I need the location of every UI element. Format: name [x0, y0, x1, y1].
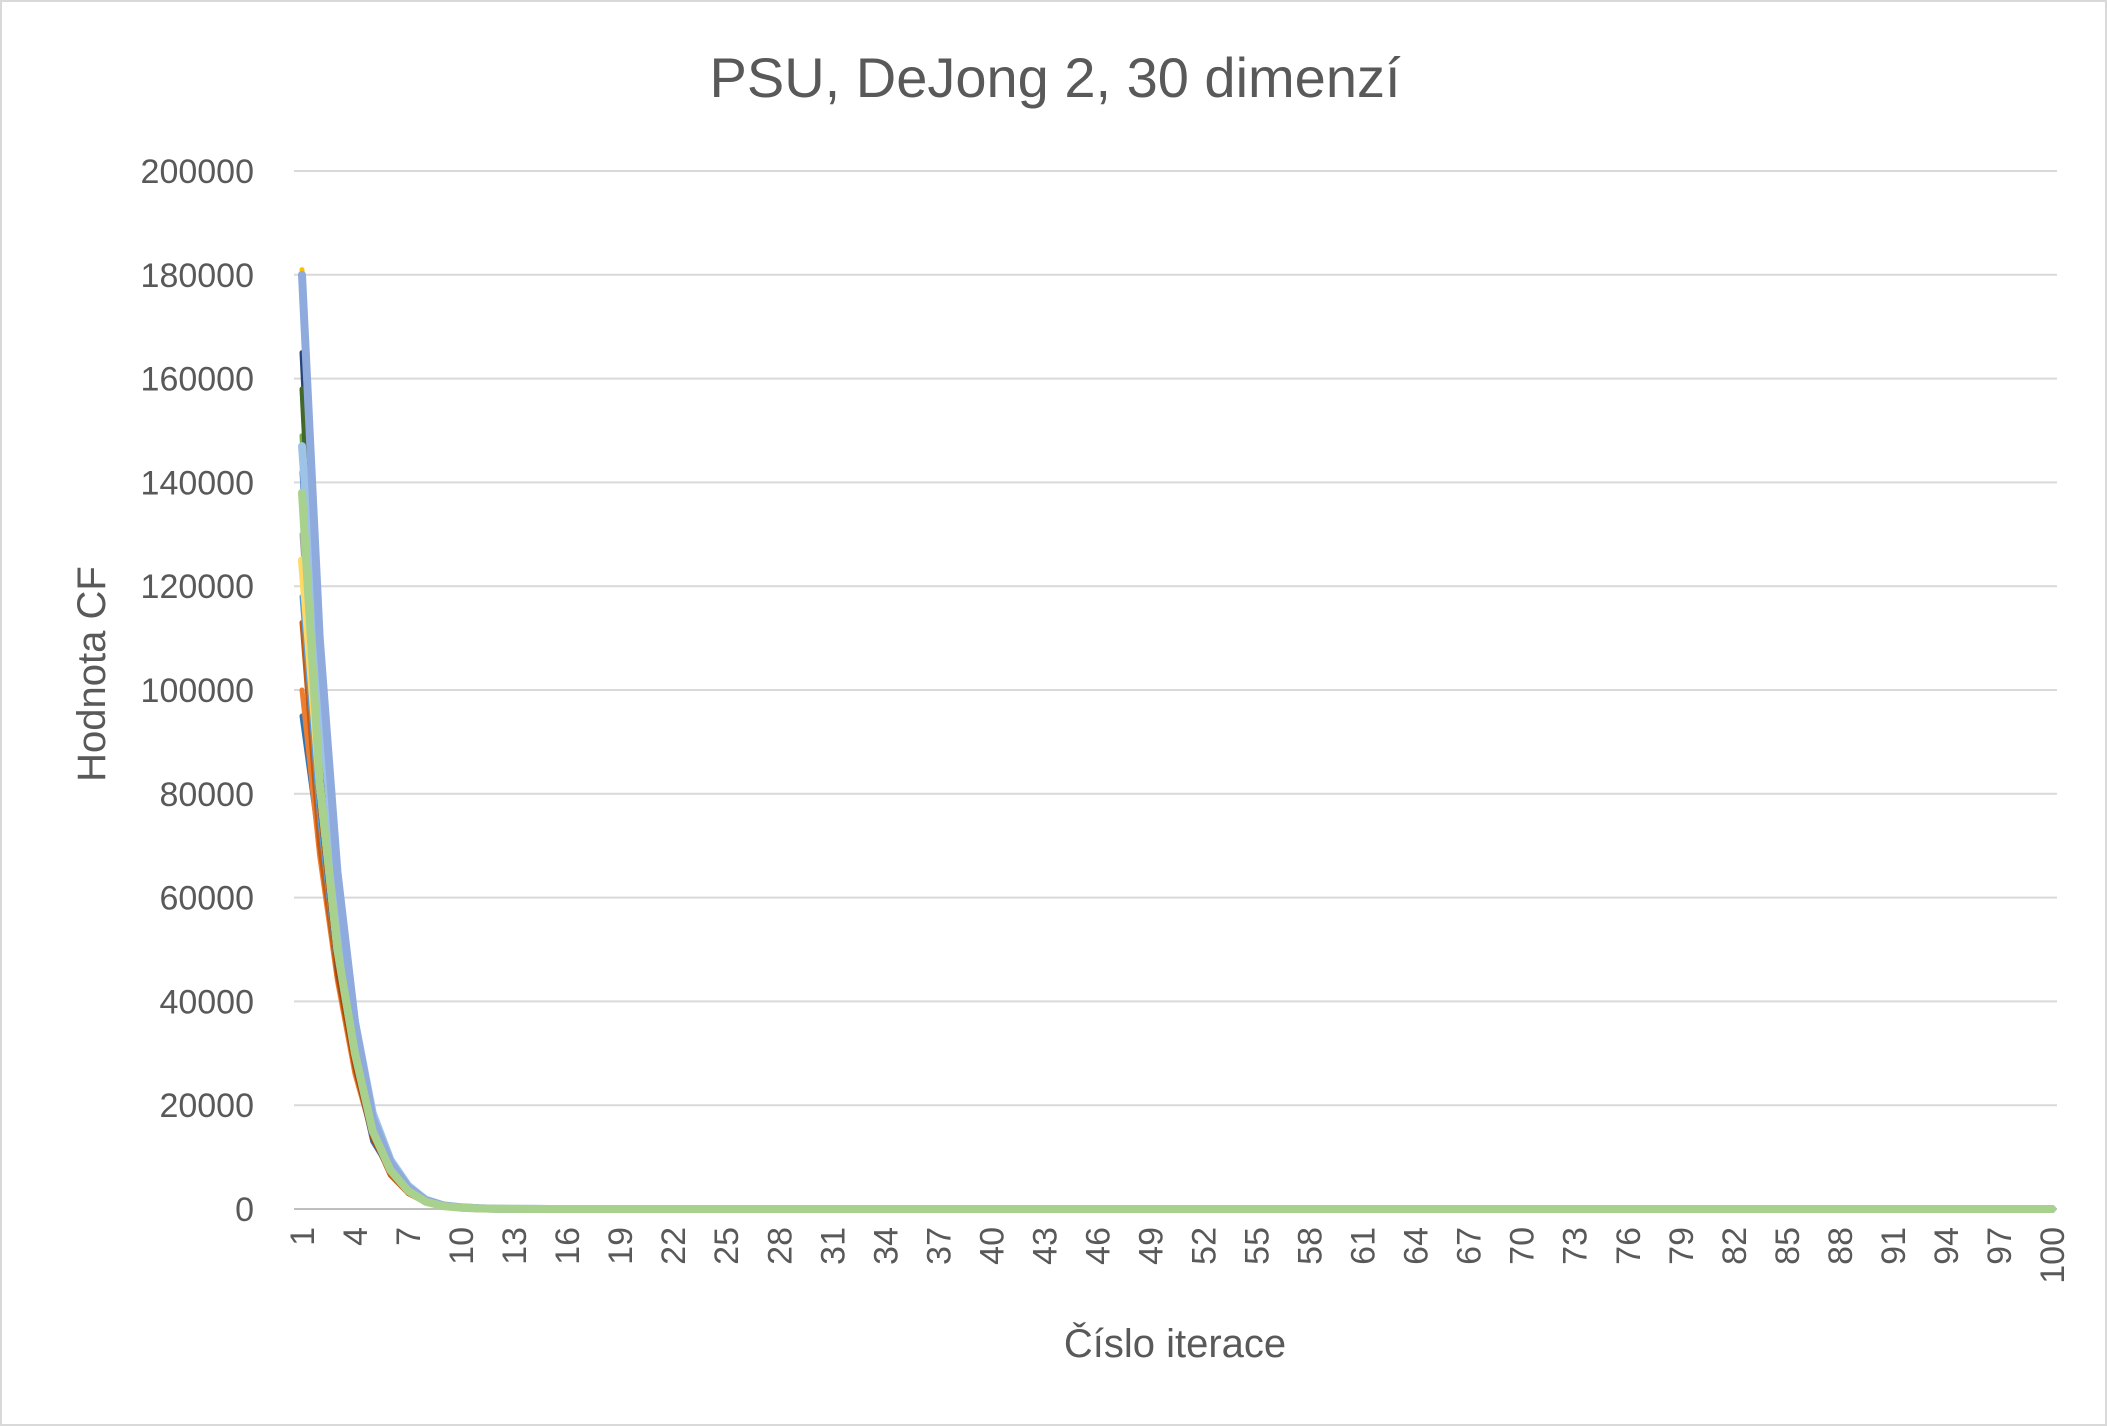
y-tick-label: 100000	[141, 672, 254, 710]
gridlines	[294, 170, 2057, 1210]
series-line	[299, 620, 2055, 1212]
x-tick-label: 4	[337, 1227, 375, 1246]
x-tick-label: 88	[1822, 1227, 1860, 1265]
y-tick-label: 20000	[159, 1087, 254, 1125]
x-tick-label: 49	[1132, 1227, 1170, 1265]
x-tick-label: 70	[1504, 1227, 1542, 1265]
x-tick-label: 91	[1875, 1227, 1913, 1265]
x-tick-label: 76	[1610, 1227, 1648, 1265]
x-tick-label: 13	[496, 1227, 534, 1265]
series-line	[299, 267, 2055, 1212]
y-tick-label: 40000	[159, 983, 254, 1021]
x-tick-label: 79	[1663, 1227, 1701, 1265]
series-line	[299, 469, 2055, 1212]
x-tick-label: 37	[920, 1227, 958, 1265]
series-line	[298, 488, 2056, 1213]
x-tick-label: 100	[2034, 1227, 2072, 1284]
y-tick-label: 60000	[159, 880, 254, 918]
series-lines	[298, 267, 2056, 1213]
x-tick-label: 34	[867, 1227, 905, 1265]
y-axis-tick-labels: 0 20000 40000 60000 80000 100000 120000 140000 1…	[141, 153, 254, 1229]
series-line	[299, 433, 2055, 1212]
x-tick-label: 67	[1451, 1227, 1489, 1265]
y-tick-label: 0	[235, 1191, 254, 1229]
y-axis-title: Hodnota CF	[70, 566, 114, 782]
x-tick-label: 73	[1557, 1227, 1595, 1265]
y-tick-label: 120000	[141, 568, 254, 606]
x-tick-label: 58	[1292, 1227, 1330, 1265]
x-tick-label: 43	[1026, 1227, 1064, 1265]
x-axis-title: Číslo iterace	[1064, 1321, 1286, 1366]
chart-title: PSU, DeJong 2, 30 dimenzí	[709, 46, 1400, 109]
y-tick-label: 80000	[159, 776, 254, 814]
x-tick-label: 16	[549, 1227, 587, 1265]
x-tick-label: 82	[1716, 1227, 1754, 1265]
x-tick-label: 46	[1079, 1227, 1117, 1265]
series-line	[299, 350, 2055, 1212]
series-line	[299, 386, 2055, 1212]
x-tick-label: 97	[1981, 1227, 2019, 1265]
series-line	[299, 531, 2055, 1212]
x-tick-label: 25	[708, 1227, 746, 1265]
y-tick-label: 160000	[141, 361, 254, 399]
series-line	[298, 270, 2056, 1213]
x-tick-label: 55	[1239, 1227, 1277, 1265]
series-line	[299, 713, 2055, 1212]
x-tick-label: 31	[814, 1227, 852, 1265]
x-tick-label: 52	[1186, 1227, 1224, 1265]
y-tick-label: 140000	[141, 464, 254, 502]
x-tick-label: 28	[761, 1227, 799, 1265]
x-tick-label: 1	[284, 1227, 322, 1246]
x-tick-label: 61	[1345, 1227, 1383, 1265]
x-tick-label: 85	[1769, 1227, 1807, 1265]
x-tick-label: 22	[655, 1227, 693, 1265]
x-tick-label: 94	[1928, 1227, 1966, 1265]
series-line	[299, 687, 2055, 1212]
series-line	[299, 495, 2055, 1212]
series-line	[299, 594, 2055, 1212]
y-tick-label: 180000	[141, 257, 254, 295]
x-axis-tick-labels: 1 4 7 10 13 16 19 22 25 28 31 34 37 40 43 46 49 52 55 58 61 6…	[284, 1227, 2072, 1284]
series-line	[298, 442, 2056, 1213]
x-tick-label: 40	[973, 1227, 1011, 1265]
x-tick-label: 10	[443, 1227, 481, 1265]
x-tick-label: 64	[1398, 1227, 1436, 1265]
y-tick-label: 200000	[141, 153, 254, 191]
x-tick-label: 7	[390, 1227, 428, 1246]
series-line	[298, 556, 2056, 1213]
x-tick-label: 19	[602, 1227, 640, 1265]
